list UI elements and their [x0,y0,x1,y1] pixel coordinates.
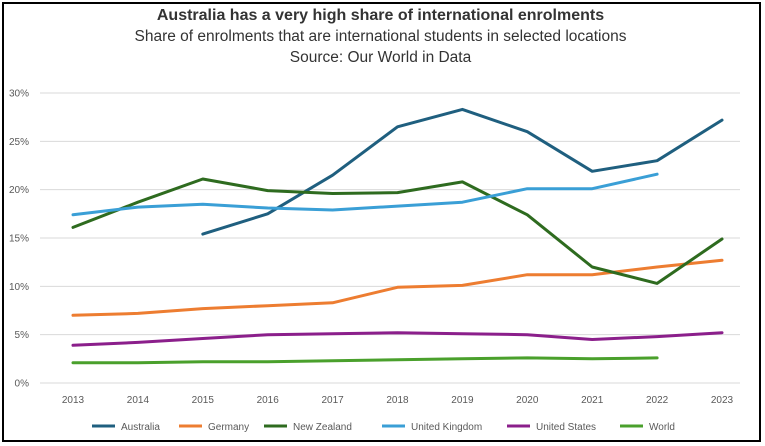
series-line-united-states [71,331,724,347]
x-tick-label: 2021 [581,395,604,406]
chart-subtitle: Share of enrolments that are internation… [134,28,627,45]
x-tick-label: 2020 [516,395,539,406]
x-tick-label: 2016 [257,395,280,406]
legend-label: New Zealand [293,422,352,433]
gridlines [40,92,740,384]
chart-header: Australia has a very high share of inter… [0,6,761,68]
x-tick-label: 2019 [451,395,474,406]
x-tick-label: 2013 [62,395,85,406]
series-line-germany [71,258,724,317]
y-tick-label: 0% [15,379,30,390]
legend-label: Germany [208,422,249,433]
x-tick-label: 2023 [711,395,734,406]
y-tick-label: 15% [9,234,29,245]
legend-label: United Kingdom [411,422,482,433]
x-tick-label: 2022 [646,395,669,406]
y-tick-label: 20% [9,185,29,196]
series-line-new-zealand [71,177,724,285]
legend-label: Australia [121,422,160,433]
y-axis-ticks: 0% 5% 10% 15% 20% 25% 30% [9,89,29,390]
y-tick-label: 5% [15,330,30,341]
x-axis-ticks: 2013 2014 2015 2016 2017 2018 2019 2020 2021 2022… [62,395,734,406]
series-line-australia [201,107,724,236]
chart-source: Source: Our World in Data [289,49,472,66]
series-lines [71,107,724,365]
y-tick-label: 30% [9,89,29,100]
x-tick-label: 2014 [127,395,150,406]
x-tick-label: 2017 [321,395,344,406]
x-tick-label: 2018 [386,395,409,406]
y-tick-label: 10% [9,282,29,293]
chart-title: Australia has a very high share of inter… [156,7,605,24]
legend: Australia Germany New Zealand United Kingdo… [92,422,675,433]
chart-frame [2,2,761,442]
legend-label: World [649,422,675,433]
series-line-world [71,356,659,365]
series-line-united-kingdom [71,172,659,217]
y-tick-label: 25% [9,137,29,148]
legend-label: United States [536,422,596,433]
x-tick-label: 2015 [192,395,215,406]
